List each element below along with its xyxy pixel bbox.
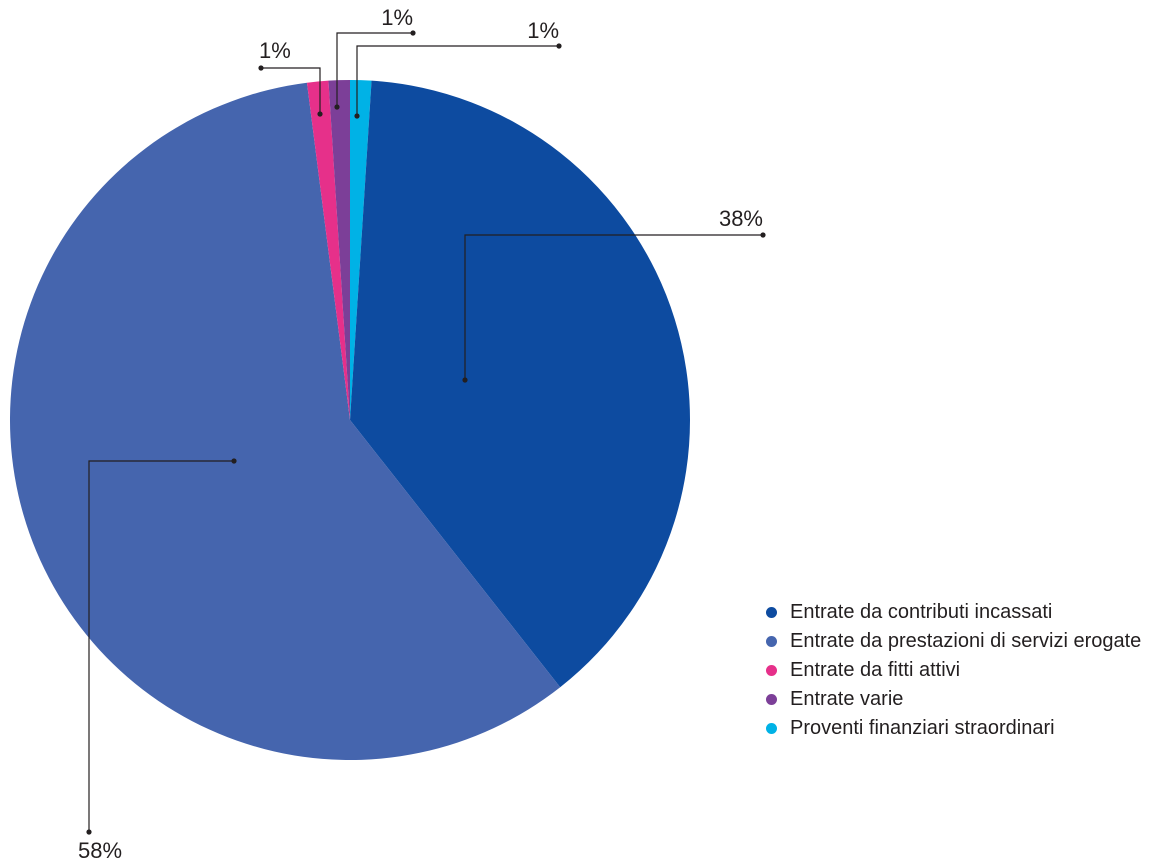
slice-percent-label-5: 1% [527,18,559,43]
legend-label: Entrate da prestazioni di servizi erogat… [790,630,1142,652]
leader-dot-3-start [317,111,323,117]
pie-slices [9,79,691,761]
slice-percent-label-2: 58% [78,838,122,863]
legend-item-4: Entrate varie [766,685,1141,714]
leader-dot-4-start [334,104,340,110]
leader-dot-3-end [258,65,264,71]
pie-slice-5 [350,79,372,420]
legend-item-1: Entrate da contributi incassati [766,598,1141,627]
legend-item-3: Entrate da fitti attivi [766,656,1141,685]
legend-label: Proventi finanziari straordinari [790,717,1055,739]
legend-swatch [766,636,777,647]
leader-line-3 [261,67,321,114]
leader-dot-4-end [410,30,416,36]
legend-label: Entrate varie [790,688,904,710]
legend-swatch [766,723,777,734]
leader-dot-1-end [760,232,766,238]
legend-swatch [766,694,777,705]
legend-item-5: Proventi finanziari straordinari [766,714,1141,743]
legend-item-2: Entrate da prestazioni di servizi erogat… [766,627,1141,656]
pie-leader-lines [86,30,766,835]
legend-label: Entrate da contributi incassati [790,601,1053,623]
leader-dot-2-end [86,829,92,835]
chart-legend: Entrate da contributi incassati Entrate d… [766,598,1141,743]
leader-dot-1-start [462,377,468,383]
legend-swatch [766,607,777,618]
leader-line-5 [356,45,559,116]
legend-label: Entrate da fitti attivi [790,659,961,681]
leader-dot-5-start [354,113,360,119]
slice-percent-label-1: 38% [719,206,763,231]
legend-swatch [766,665,777,676]
pie-slice-1 [350,80,691,688]
slice-percent-label-4: 1% [381,5,413,30]
pie-slice-3 [306,80,350,421]
leader-line-1 [464,234,763,380]
leader-line-2 [88,460,234,832]
pie-slice-4 [328,79,350,420]
slice-percent-label-3: 1% [259,38,291,63]
leader-dot-2-start [231,458,237,464]
pie-percent-labels: 38% 58% 1% 1% 1% [78,5,763,863]
leader-dot-5-end [556,43,562,49]
leader-line-4 [336,32,413,107]
pie-slice-2 [9,82,561,761]
